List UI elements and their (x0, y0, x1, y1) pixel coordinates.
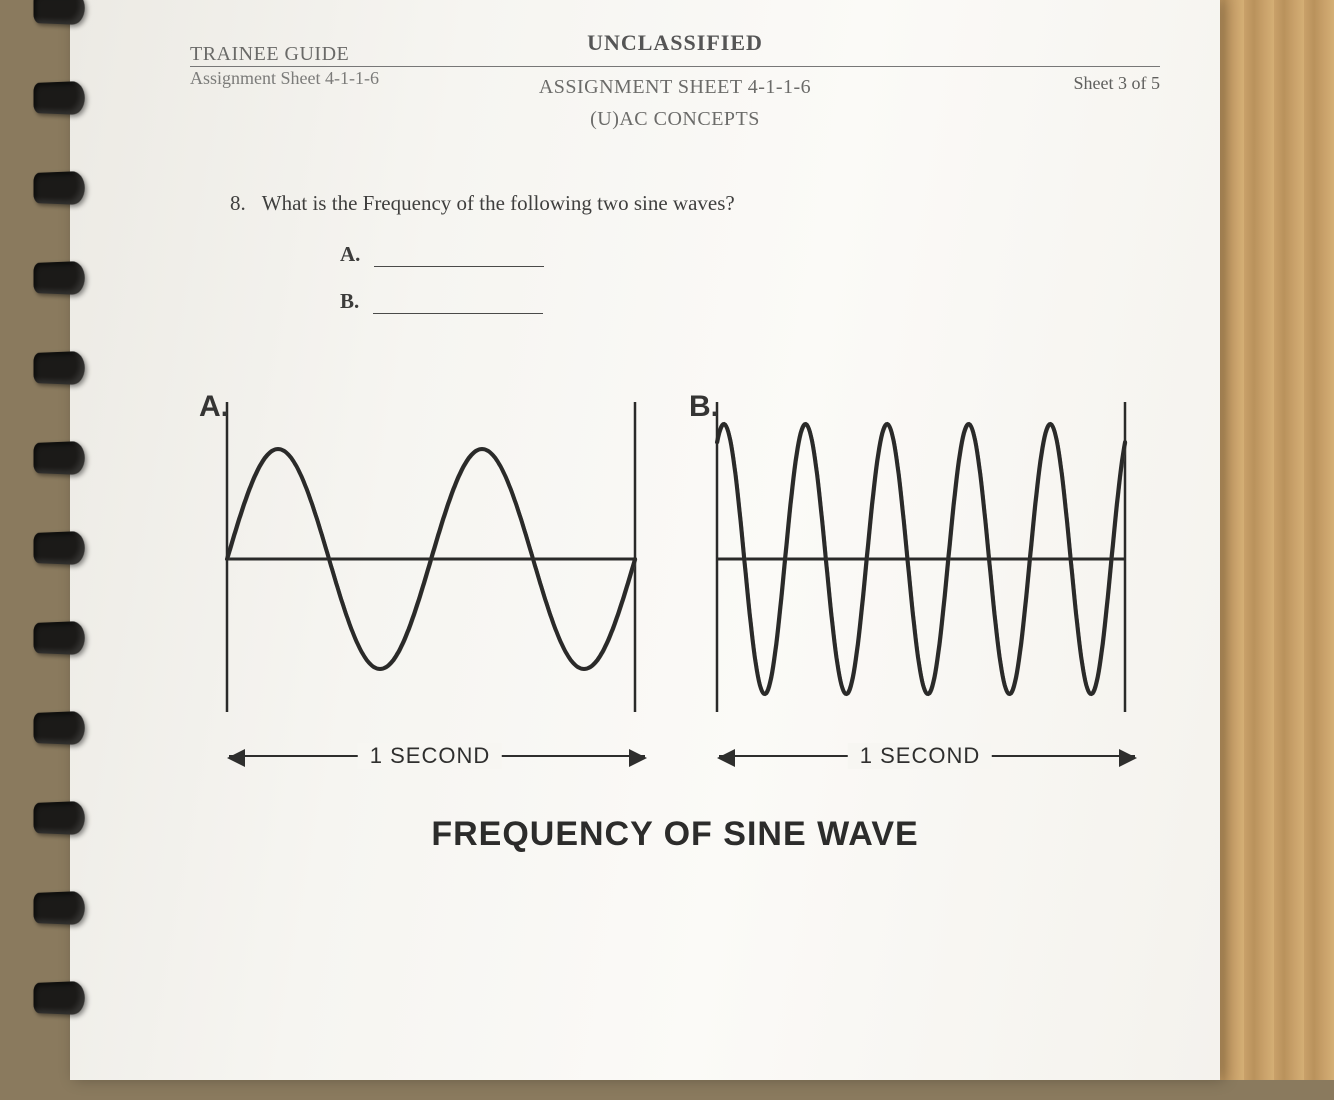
page-header: TRAINEE GUIDE Assignment Sheet 4-1-1-6 A… (190, 66, 1160, 151)
binding-coil (20, 614, 105, 664)
figure-a-duration: 1 SECOND (205, 741, 655, 781)
header-subtitle: (U)AC CONCEPTS (190, 103, 1160, 135)
answer-row-a: A. (340, 242, 1160, 267)
answer-label-a: A. (340, 242, 360, 267)
figures-row: A. 1 SECOND B. 1 SECOND (190, 394, 1160, 781)
binding-coil (20, 344, 105, 394)
figure-b: B. 1 SECOND (695, 394, 1145, 781)
answer-blanks: A. B. (340, 242, 1160, 314)
question-number: 8. (230, 191, 246, 216)
figure-b-duration: 1 SECOND (695, 741, 1145, 781)
answer-label-b: B. (340, 289, 359, 314)
desk-background (1214, 0, 1334, 1080)
figure-a: A. 1 SECOND (205, 394, 655, 781)
question-block: 8. What is the Frequency of the followin… (230, 191, 1160, 314)
spiral-binding (20, 0, 120, 1100)
answer-blank-b (373, 293, 543, 314)
binding-coil (20, 704, 105, 754)
trainee-guide-label: TRAINEE GUIDE (190, 41, 379, 67)
figure-a-label: A. (199, 390, 229, 424)
binding-coil (20, 434, 105, 484)
figure-b-label: B. (689, 390, 719, 424)
binding-coil (20, 164, 105, 214)
document-page: UNCLASSIFIED TRAINEE GUIDE Assignment Sh… (70, 0, 1220, 1080)
binding-coil (20, 74, 105, 124)
binding-coil (20, 974, 105, 1024)
answer-row-b: B. (340, 289, 1160, 314)
sine-wave-b (695, 394, 1145, 724)
figure-a-duration-text: 1 SECOND (358, 743, 502, 769)
binding-coil (20, 794, 105, 844)
figure-caption: FREQUENCY OF SINE WAVE (190, 815, 1160, 854)
binding-coil (20, 884, 105, 934)
binding-coil (20, 524, 105, 574)
assignment-sheet-left: Assignment Sheet 4-1-1-6 (190, 67, 379, 90)
sine-wave-a (205, 394, 655, 724)
sheet-pagination: Sheet 3 of 5 (1074, 73, 1160, 94)
header-left: TRAINEE GUIDE Assignment Sheet 4-1-1-6 (190, 41, 379, 90)
figure-b-duration-text: 1 SECOND (848, 743, 992, 769)
question-text: What is the Frequency of the following t… (262, 191, 735, 216)
binding-coil (20, 0, 105, 34)
binding-coil (20, 254, 105, 304)
answer-blank-a (374, 246, 544, 267)
